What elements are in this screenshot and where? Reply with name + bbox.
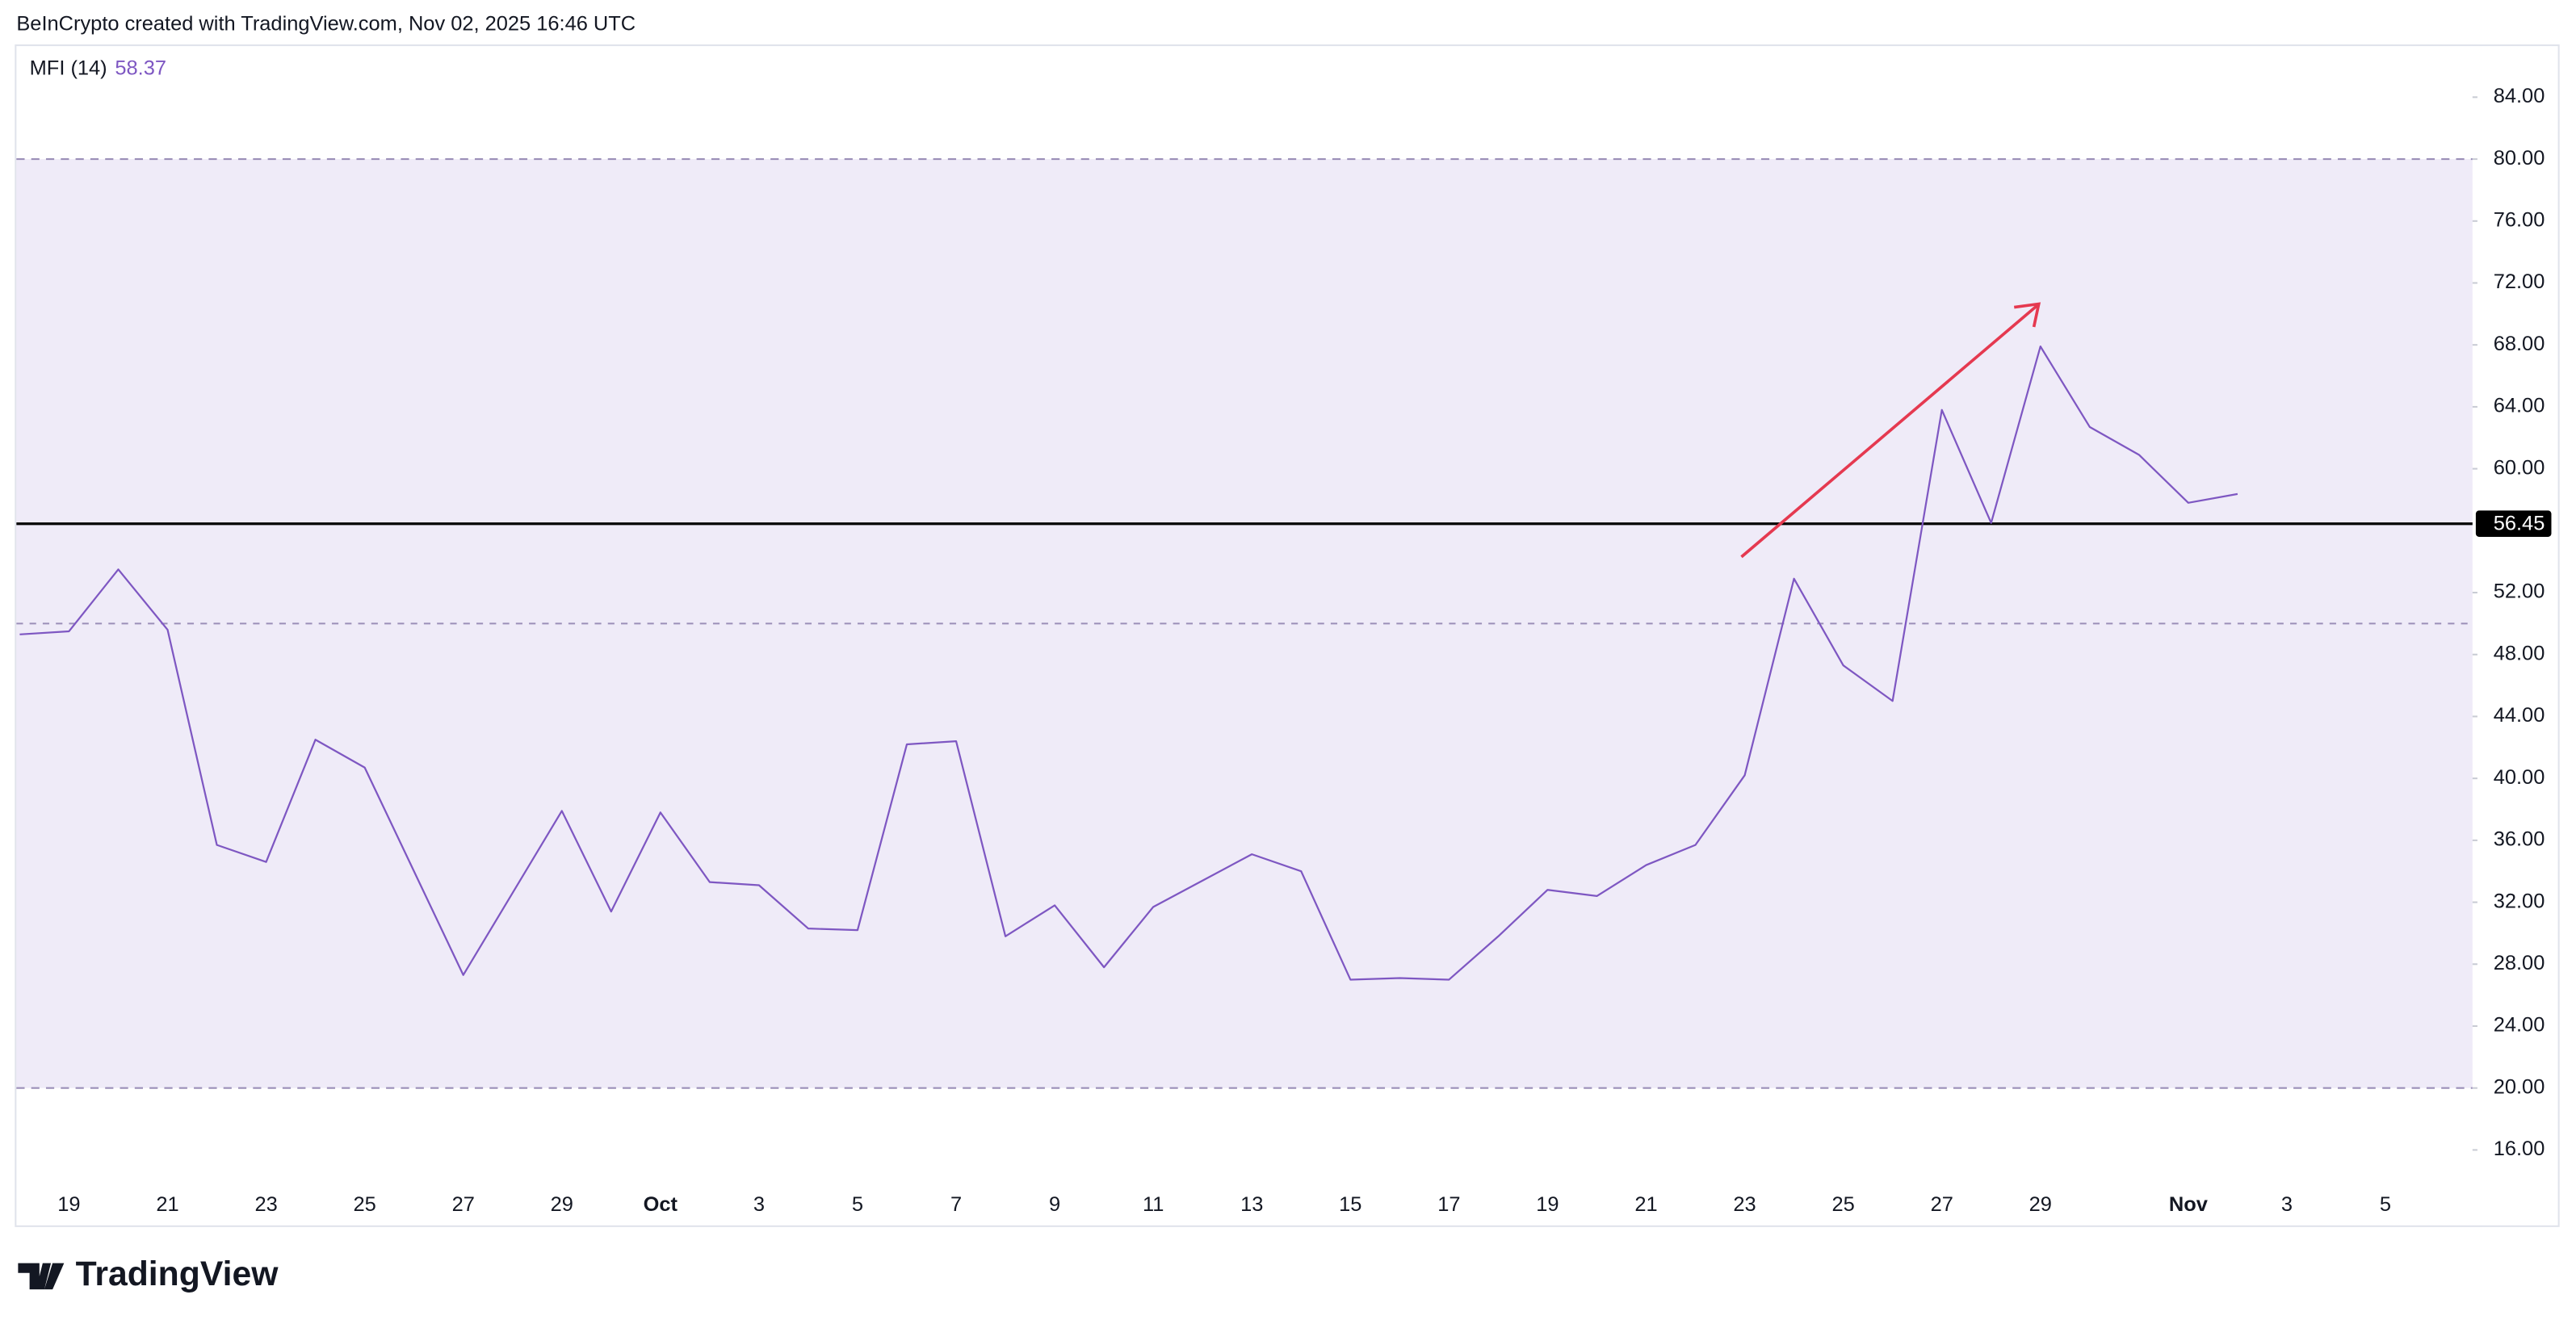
x-tick-label: 5 — [2380, 1193, 2391, 1216]
y-tick-label: 36.00 — [2494, 828, 2545, 851]
mfi-line — [19, 346, 2238, 981]
x-tick-label: 5 — [852, 1193, 863, 1216]
y-tick-label: 20.00 — [2494, 1075, 2545, 1098]
x-tick-label: Oct — [644, 1193, 678, 1216]
x-tick-label: 15 — [1339, 1193, 1361, 1216]
y-tick-label: 44.00 — [2494, 704, 2545, 727]
x-tick-label: 23 — [254, 1193, 277, 1216]
x-tick-label: 3 — [753, 1193, 765, 1216]
y-tick-label: 84.00 — [2494, 85, 2545, 107]
y-tick-label: 80.00 — [2494, 147, 2545, 170]
x-tick-label: 25 — [1831, 1193, 1854, 1216]
brand-name: TradingView — [76, 1255, 279, 1293]
x-tick-label: 29 — [2029, 1193, 2052, 1216]
x-tick-label: 25 — [354, 1193, 376, 1216]
x-tick-label: 21 — [156, 1193, 178, 1216]
x-tick-label: 13 — [1240, 1193, 1263, 1216]
x-tick-label: 29 — [551, 1193, 573, 1216]
y-tick-label: 64.00 — [2494, 395, 2545, 417]
level-label: 56.45 — [2494, 512, 2545, 534]
y-tick-label: 32.00 — [2494, 890, 2545, 912]
arrow-line — [1740, 304, 2038, 559]
indicator-value: 58.37 — [115, 57, 166, 79]
arrow-annotation — [1740, 302, 2041, 559]
x-tick-label: 21 — [1634, 1193, 1657, 1216]
brand-logo: TradingView — [18, 1255, 279, 1293]
brand-icon — [18, 1263, 65, 1290]
x-tick-label: 9 — [1049, 1193, 1060, 1216]
level-label-box — [2475, 510, 2552, 537]
x-tick-label: 27 — [452, 1193, 475, 1216]
y-tick-label: 60.00 — [2494, 456, 2545, 479]
y-tick-label: 16.00 — [2494, 1138, 2545, 1160]
x-tick-label: 7 — [950, 1193, 962, 1216]
x-tick-label: 11 — [1143, 1193, 1164, 1216]
y-tick-label: 52.00 — [2494, 580, 2545, 603]
arrow-head — [2013, 302, 2041, 328]
x-tick-label: 27 — [1931, 1193, 1953, 1216]
x-tick-label: Nov — [2169, 1193, 2209, 1216]
y-tick-label: 24.00 — [2494, 1014, 2545, 1037]
y-tick-label: 48.00 — [2494, 642, 2545, 664]
y-tick-label: 40.00 — [2494, 766, 2545, 789]
x-tick-label: 23 — [1733, 1193, 1756, 1216]
x-tick-label: 17 — [1437, 1193, 1460, 1216]
x-tick-label: 19 — [1536, 1193, 1559, 1216]
y-tick-label: 28.00 — [2494, 952, 2545, 974]
x-tick-label: 19 — [57, 1193, 80, 1216]
y-tick-label: 68.00 — [2494, 333, 2545, 355]
credit: BeInCrypto created with TradingView.com,… — [16, 12, 636, 35]
x-tick-label: 3 — [2281, 1193, 2293, 1216]
y-tick-label: 72.00 — [2494, 270, 2545, 293]
y-tick-label: 76.00 — [2494, 209, 2545, 232]
indicator-name: MFI (14) — [30, 57, 107, 79]
plot-area — [16, 158, 2473, 1089]
